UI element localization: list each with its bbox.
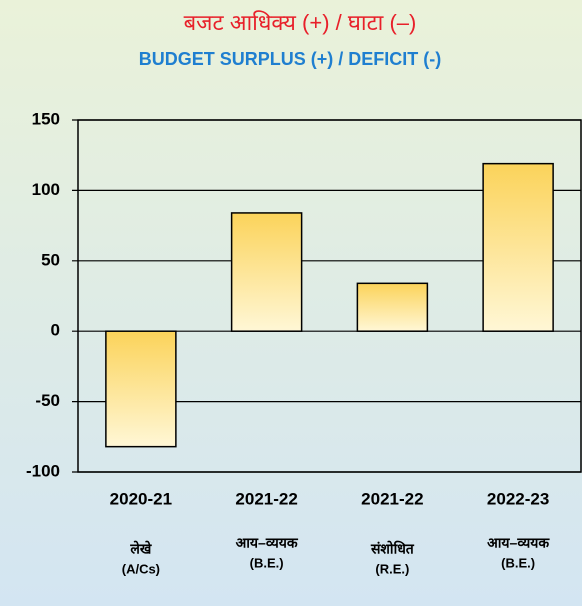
- x-tick-note: आय–व्ययक: [487, 535, 550, 551]
- x-tick-label: 2021-22: [235, 489, 297, 508]
- chart-subtitle: BUDGET SURPLUS (+) / DEFICIT (-): [139, 49, 442, 69]
- x-tick-label: 2022-23: [487, 489, 549, 508]
- y-tick-label: 150: [32, 109, 60, 128]
- y-tick-label: 100: [32, 180, 60, 199]
- x-tick-note: (B.E.): [501, 555, 535, 570]
- x-tick-note: (R.E.): [375, 561, 409, 576]
- plot-border: [77, 119, 582, 473]
- y-tick-label: 50: [41, 250, 60, 269]
- y-tick-label: 0: [51, 321, 60, 340]
- x-tick-note: (A/Cs): [122, 561, 160, 576]
- bar: [482, 162, 554, 332]
- bar: [105, 330, 177, 448]
- x-tick-note: संशोधित: [370, 541, 415, 557]
- x-tick-label: 2021-22: [361, 489, 423, 508]
- y-tick-label: -50: [35, 391, 60, 410]
- y-tick-label: -100: [26, 461, 60, 480]
- bar: [230, 212, 303, 332]
- chart-title: बजट आधिक्य (+) / घाटा (–): [184, 10, 417, 35]
- x-tick-note: लेखे: [129, 541, 151, 557]
- x-tick-note: आय–व्ययक: [236, 535, 299, 551]
- x-tick-note: (B.E.): [250, 555, 284, 570]
- bar: [356, 282, 429, 332]
- x-tick-label: 2020-21: [110, 489, 172, 508]
